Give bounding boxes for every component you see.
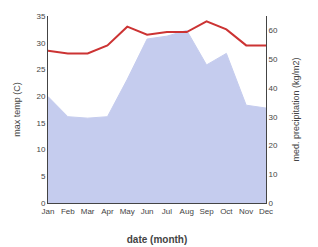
svg-text:Jun: Jun bbox=[141, 207, 154, 216]
svg-text:Oct: Oct bbox=[220, 207, 233, 216]
svg-text:Mar: Mar bbox=[81, 207, 95, 216]
svg-text:May: May bbox=[120, 207, 135, 216]
svg-text:date (month): date (month) bbox=[127, 234, 188, 245]
svg-text:5: 5 bbox=[41, 172, 46, 181]
svg-text:40: 40 bbox=[269, 84, 278, 93]
svg-text:Aug: Aug bbox=[180, 207, 194, 216]
svg-text:50: 50 bbox=[269, 55, 278, 64]
svg-text:30: 30 bbox=[36, 39, 45, 48]
svg-text:20: 20 bbox=[36, 92, 45, 101]
svg-text:20: 20 bbox=[269, 141, 278, 150]
svg-text:Feb: Feb bbox=[61, 207, 75, 216]
svg-text:Jan: Jan bbox=[42, 207, 55, 216]
svg-text:med. precipitation (kg/m2): med. precipitation (kg/m2) bbox=[291, 57, 301, 161]
svg-text:Nov: Nov bbox=[239, 207, 253, 216]
svg-text:15: 15 bbox=[36, 119, 45, 128]
svg-text:10: 10 bbox=[269, 170, 278, 179]
svg-text:max temp (C): max temp (C) bbox=[12, 82, 22, 137]
svg-text:Apr: Apr bbox=[101, 207, 114, 216]
svg-text:0: 0 bbox=[269, 199, 274, 208]
svg-text:25: 25 bbox=[36, 65, 45, 74]
svg-text:30: 30 bbox=[269, 112, 278, 121]
svg-text:Sep: Sep bbox=[199, 207, 214, 216]
svg-text:Dec: Dec bbox=[259, 207, 273, 216]
svg-text:10: 10 bbox=[36, 145, 45, 154]
svg-text:60: 60 bbox=[269, 26, 278, 35]
svg-text:Jul: Jul bbox=[162, 207, 172, 216]
svg-text:35: 35 bbox=[36, 12, 45, 21]
svg-text:0: 0 bbox=[41, 199, 46, 208]
